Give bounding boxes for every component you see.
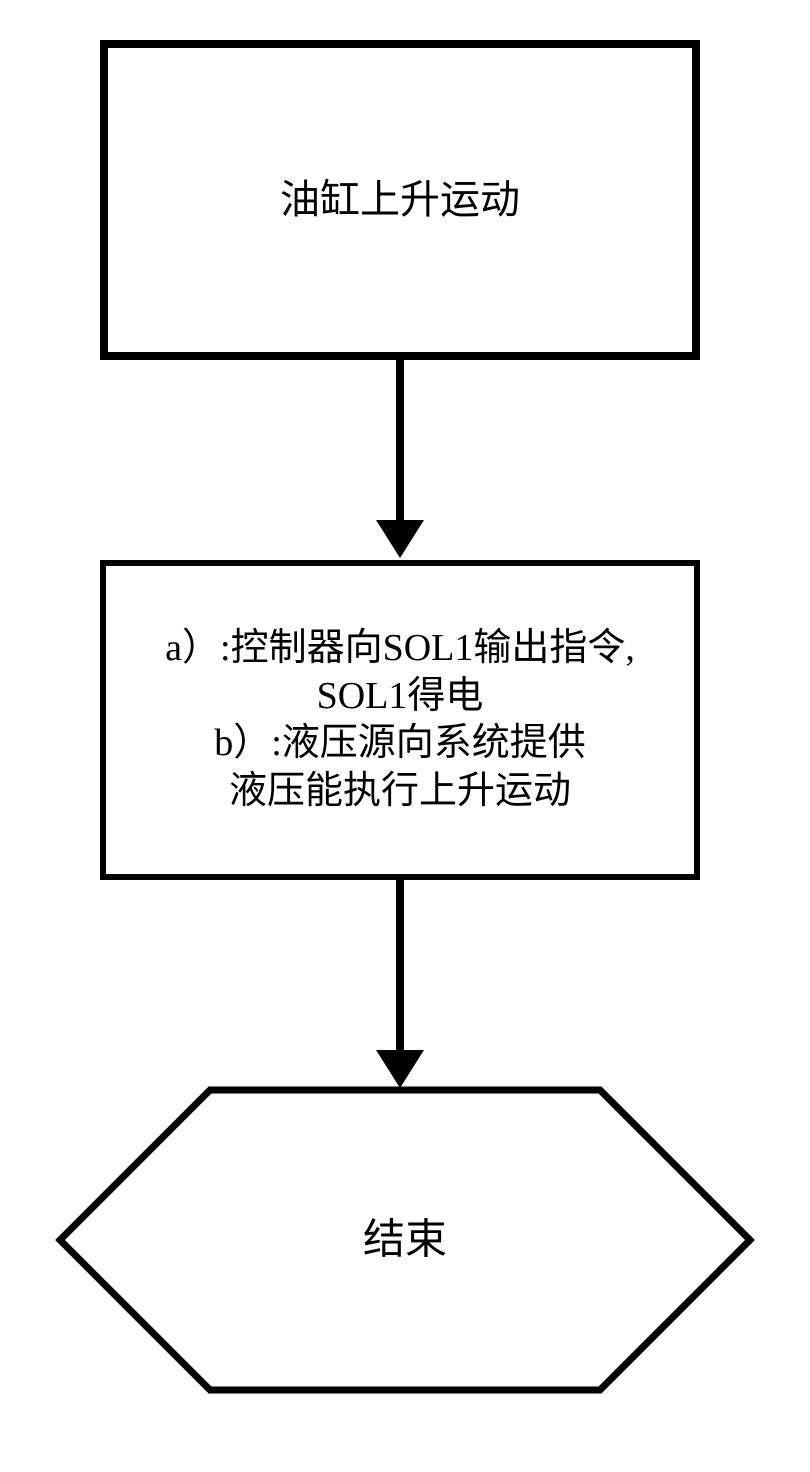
flowchart-canvas: 油缸上升运动 a）:控制器向SOL1输出指令, SOL1得电 b）:液压源向系统… <box>0 0 810 1472</box>
flow-node-end: 结束 <box>0 0 810 1472</box>
node-text: 结束 <box>363 1218 447 1264</box>
